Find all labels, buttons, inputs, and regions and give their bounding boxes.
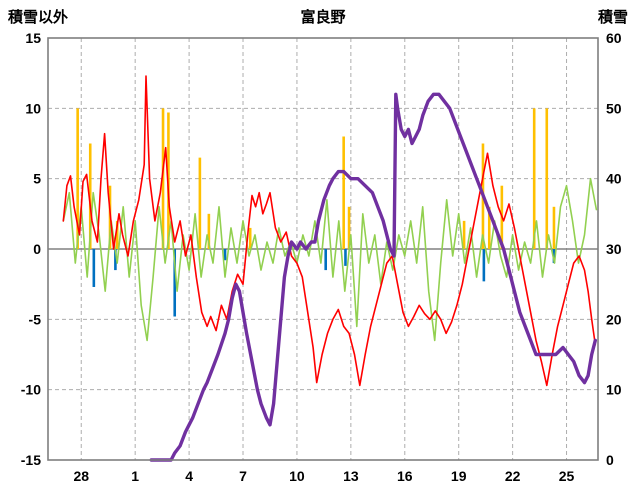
svg-text:40: 40 [606,171,622,187]
series-snow-depth-line [149,92,597,462]
svg-text:30: 30 [606,241,622,257]
svg-text:10: 10 [289,468,305,484]
svg-text:19: 19 [451,468,467,484]
svg-text:10: 10 [25,100,41,116]
svg-text:28: 28 [73,468,89,484]
svg-text:-5: -5 [29,311,42,327]
svg-text:-10: -10 [21,382,41,398]
svg-text:60: 60 [606,30,622,46]
series-green-line [62,177,598,342]
svg-text:7: 7 [239,468,247,484]
svg-text:16: 16 [397,468,413,484]
svg-text:15: 15 [25,30,41,46]
plot-border [47,37,599,461]
svg-text:20: 20 [606,311,622,327]
svg-text:22: 22 [505,468,521,484]
svg-text:13: 13 [343,468,359,484]
series-red-line [62,75,597,387]
svg-text:25: 25 [559,468,575,484]
svg-text:0: 0 [33,241,41,257]
chart-title: 富良野 [300,9,346,26]
right-axis-title: 積雪 [597,9,628,26]
svg-text:4: 4 [185,468,193,484]
svg-text:-15: -15 [21,452,41,468]
left-axis-title: 積雪以外 [8,9,69,26]
svg-text:5: 5 [33,171,41,187]
svg-text:50: 50 [606,100,622,116]
svg-text:1: 1 [131,468,139,484]
svg-text:0: 0 [606,452,614,468]
series-precip-blue-bars [92,249,556,317]
svg-text:10: 10 [606,382,622,398]
